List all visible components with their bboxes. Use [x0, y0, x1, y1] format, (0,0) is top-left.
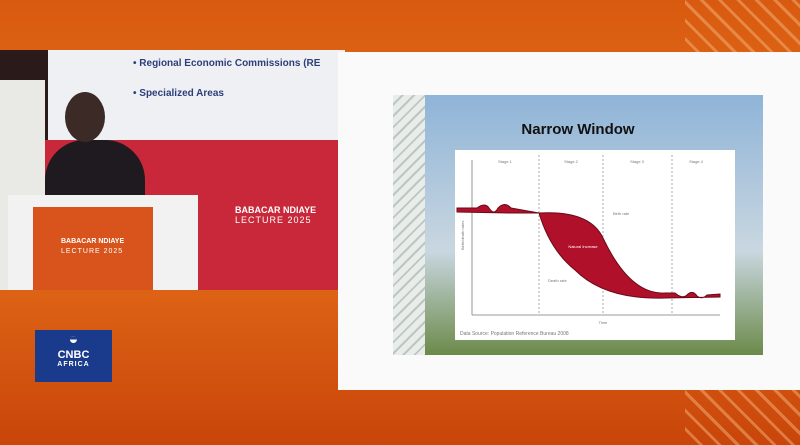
decorative-pattern-bottom — [685, 390, 800, 445]
y-axis-label: Birth/death rates — [460, 221, 465, 250]
backdrop-brand: BABACAR NDIAYE LECTURE 2025 — [235, 205, 317, 225]
screen-bullet: • Regional Economic Commissions (RE — [133, 58, 321, 69]
natural-increase-area — [456, 204, 721, 299]
slide-border-pattern — [393, 95, 425, 355]
podium: BABACAR NDIAYE LECTURE 2025 — [8, 195, 198, 290]
speaker-head — [65, 92, 105, 142]
slide: Narrow Window Stage 1 Stage 2 Stage 3 St… — [393, 95, 763, 355]
logo-text: CNBC — [57, 349, 90, 361]
x-axis-label: Time — [599, 320, 609, 325]
cnbc-africa-logo: ◒ CNBC AFRICA — [35, 330, 112, 382]
bullet-text: Regional Economic Commissions (RE — [139, 58, 321, 69]
slide-title: Narrow Window — [521, 121, 635, 138]
birth-rate-label: Birth rate — [613, 211, 630, 216]
screen-bullet: • Specialized Areas — [133, 88, 224, 99]
decorative-pattern-top — [685, 0, 800, 55]
peacock-icon: ◒ — [68, 331, 79, 348]
stage-label: Stage 2 — [564, 159, 579, 164]
slide-panel: Narrow Window Stage 1 Stage 2 Stage 3 St… — [338, 52, 800, 390]
stage-label: Stage 4 — [689, 159, 704, 164]
podium-brand: BABACAR NDIAYE LECTURE 2025 — [61, 238, 125, 255]
stage-label: Stage 3 — [630, 159, 645, 164]
stage-label: Stage 1 — [498, 159, 513, 164]
bullet-text: Specialized Areas — [139, 88, 224, 99]
death-rate-label: Death rate — [548, 278, 567, 283]
natural-increase-label: Natural Increase — [568, 244, 598, 249]
logo-subtext: AFRICA — [57, 361, 90, 368]
demographic-transition-chart: Stage 1 Stage 2 Stage 3 Stage 4 Birth ra… — [455, 150, 735, 340]
data-source: Data Source: Population Reference Bureau… — [460, 331, 569, 337]
speaker-video: • Regional Economic Commissions (RE • Sp… — [0, 50, 345, 290]
